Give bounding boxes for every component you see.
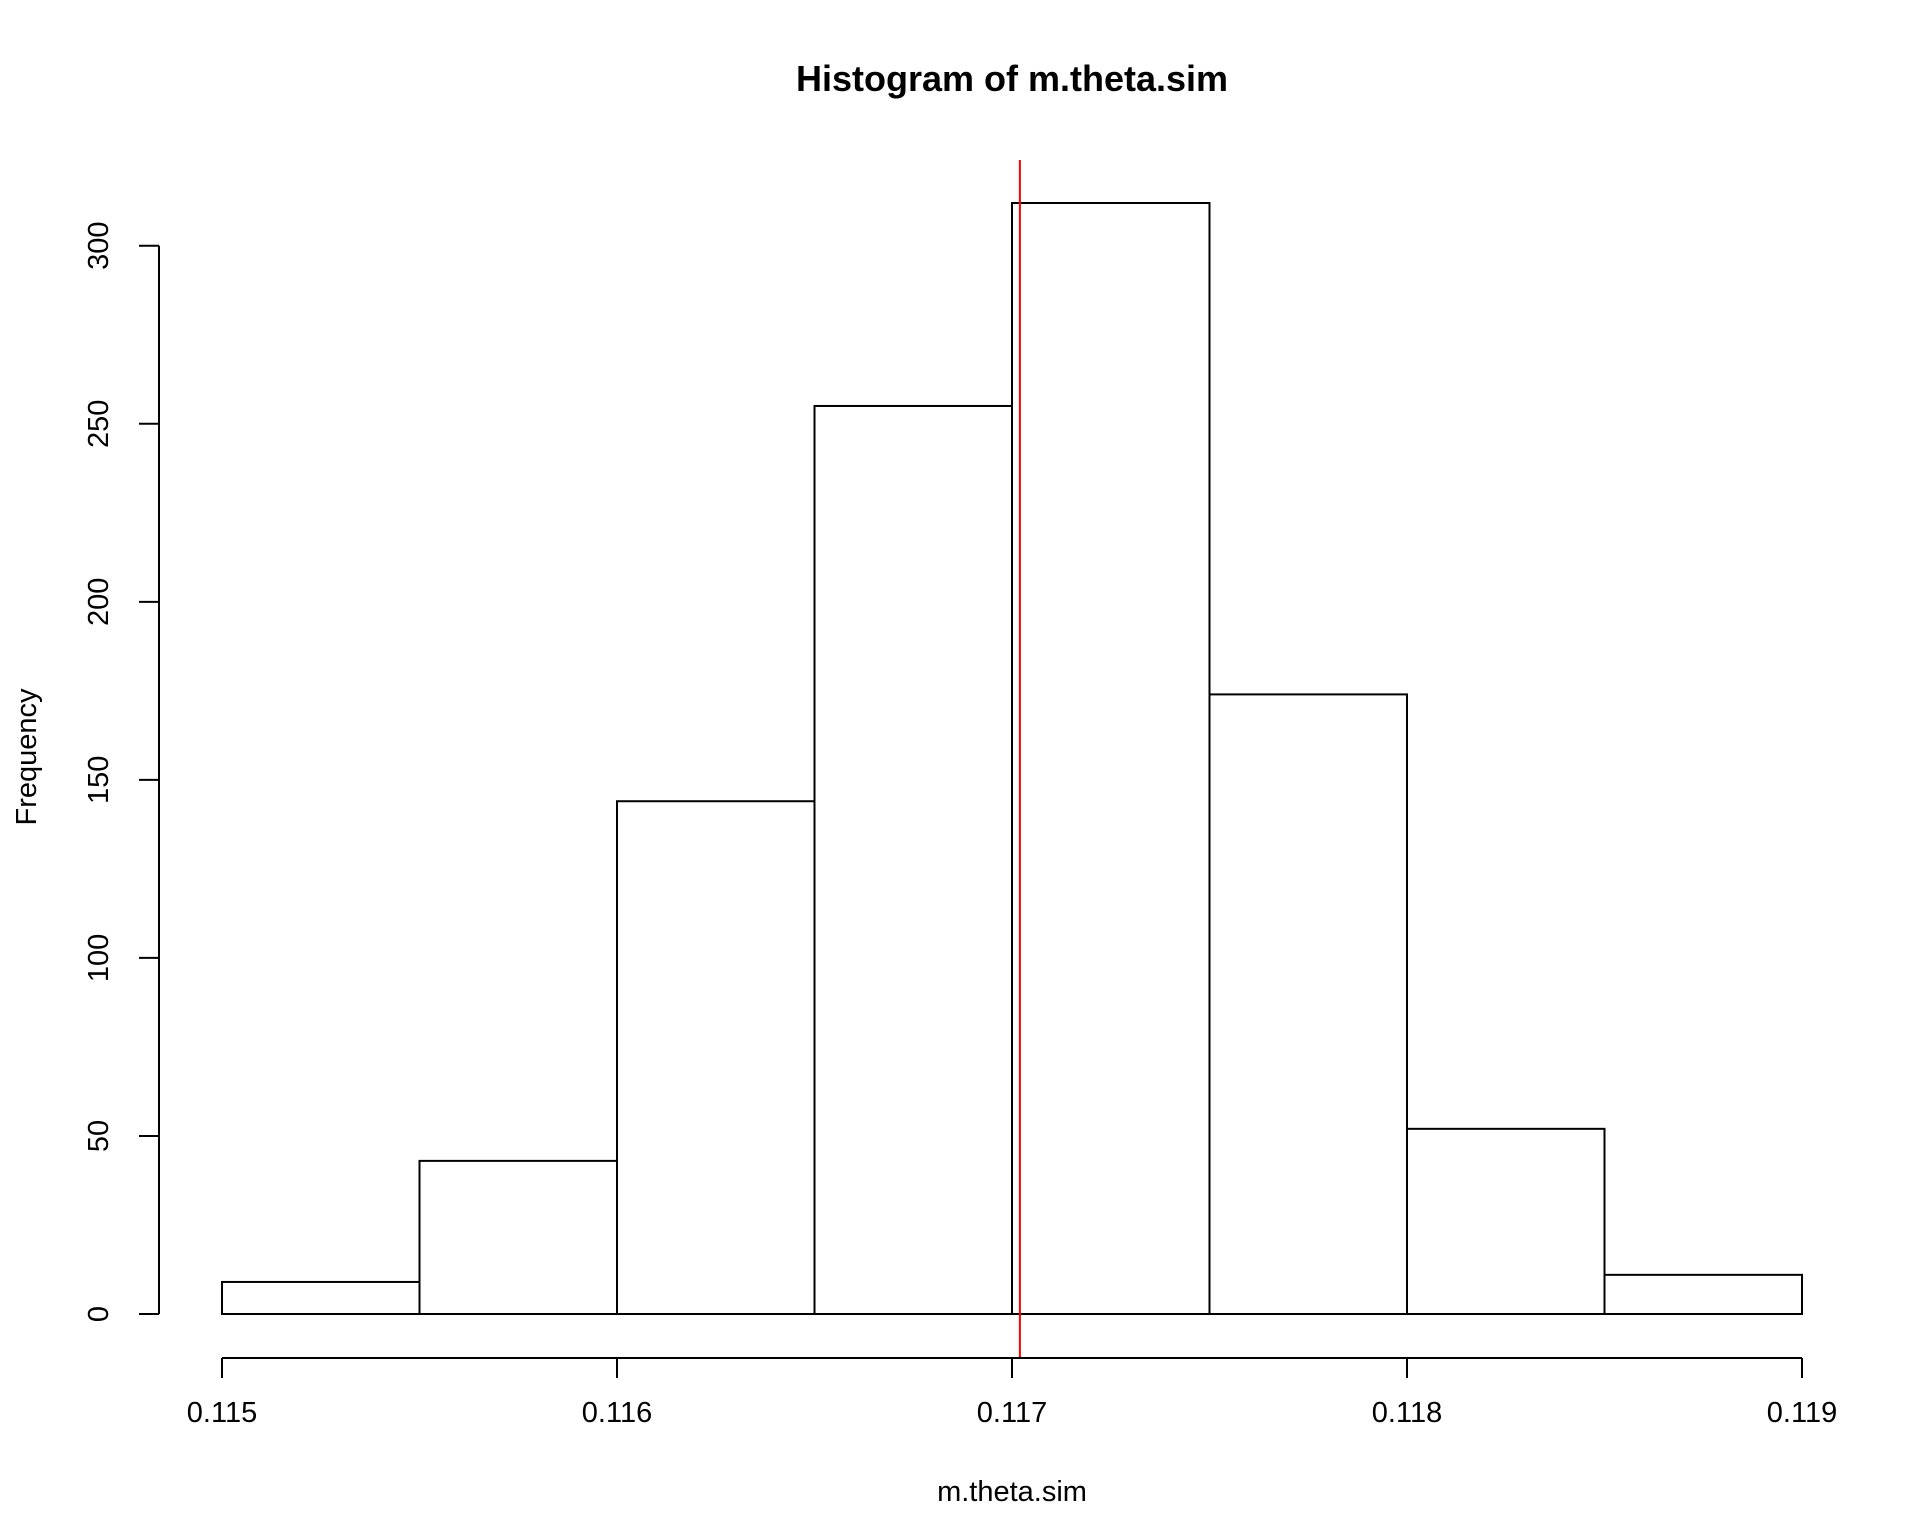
x-axis: 0.115 0.116 0.117 0.118 0.119	[187, 1357, 1837, 1429]
chart-title: Histogram of m.theta.sim	[796, 58, 1228, 99]
histogram-bar	[1011, 202, 1211, 1315]
y-tick-label: 50	[83, 1120, 115, 1152]
histogram-bar	[221, 1280, 421, 1315]
histogram-bar	[813, 404, 1013, 1316]
x-tick-label: 0.117	[977, 1397, 1047, 1429]
histogram-bar	[1208, 693, 1408, 1315]
x-tick-label: 0.118	[1372, 1397, 1442, 1429]
y-tick-label: 0	[83, 1306, 115, 1322]
x-tick-label: 0.115	[187, 1397, 257, 1429]
x-tick-label: 0.119	[1767, 1397, 1837, 1429]
y-tick-label: 100	[83, 934, 115, 982]
histogram-bars	[221, 202, 1803, 1316]
y-axis: 0 50 100 150 200 250 300	[83, 222, 160, 1322]
histogram-bar	[1406, 1127, 1606, 1316]
y-tick-label: 150	[83, 756, 115, 804]
x-tick-label: 0.116	[582, 1397, 652, 1429]
histogram-bar	[1603, 1273, 1803, 1315]
y-tick-label: 250	[83, 400, 115, 448]
histogram-bar	[418, 1159, 618, 1316]
y-tick-label: 300	[83, 222, 115, 270]
x-axis-label: m.theta.sim	[937, 1476, 1087, 1508]
y-tick-label: 200	[83, 578, 115, 626]
histogram-bar	[616, 800, 816, 1315]
y-axis-label: Frequency	[11, 688, 43, 826]
